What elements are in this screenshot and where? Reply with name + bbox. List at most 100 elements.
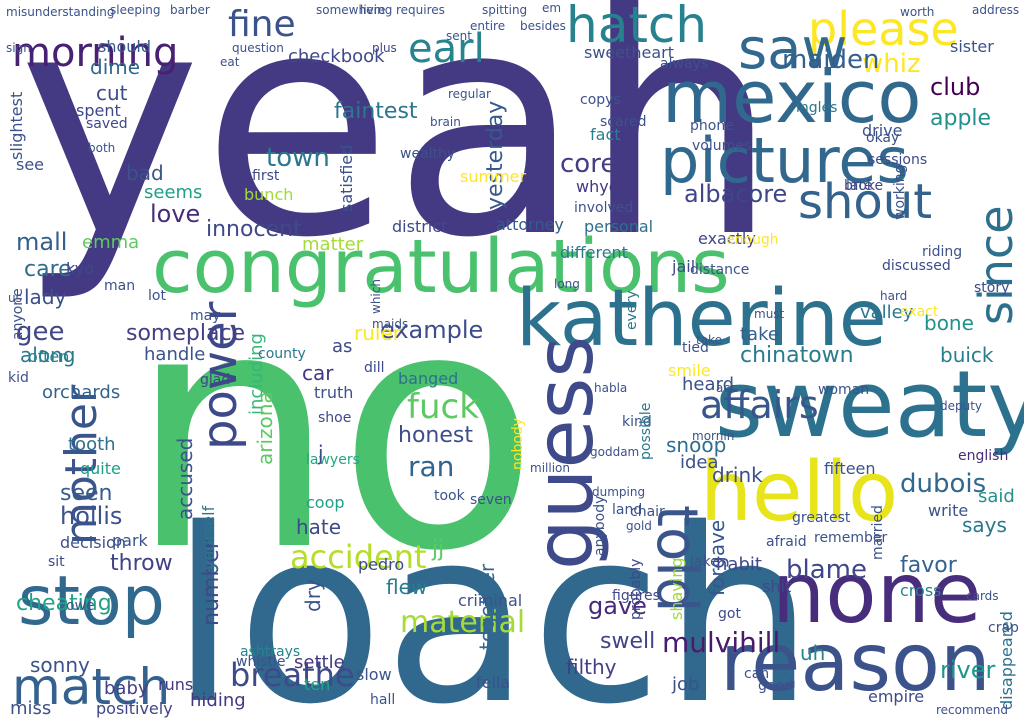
word: kind <box>622 414 652 430</box>
word: which <box>369 279 383 314</box>
word: miss <box>10 698 51 719</box>
word: dumping <box>592 485 645 499</box>
word: sister <box>950 37 994 56</box>
word: exact <box>900 304 939 320</box>
word: deputy <box>940 399 982 413</box>
words-layer: yeah no loach congratulations sweaty kat… <box>6 0 1024 720</box>
word: told <box>644 505 709 612</box>
word: entire <box>470 19 505 33</box>
word: enough <box>726 232 779 248</box>
word: sweaty <box>715 351 1024 458</box>
word: banged <box>398 369 458 388</box>
word: congratulations <box>152 224 730 310</box>
word: ran <box>408 450 454 483</box>
word: slow <box>356 665 392 684</box>
word: forgave <box>705 520 729 596</box>
word: should <box>98 37 151 56</box>
word: good <box>758 678 793 694</box>
word: ingles <box>796 100 837 116</box>
word: ruler <box>354 321 402 345</box>
word: county <box>258 346 306 362</box>
word: worth <box>900 5 934 19</box>
word: seen <box>60 481 112 506</box>
word: write <box>928 501 968 520</box>
word: guess <box>518 336 611 570</box>
word: baby <box>104 678 149 699</box>
word: none <box>772 544 982 642</box>
word: satisfied <box>337 145 356 212</box>
word: ashtrays <box>240 644 300 660</box>
word: bunch <box>244 185 293 204</box>
word: probably <box>628 559 644 620</box>
word: sign <box>6 41 31 55</box>
word: hatch <box>566 0 707 54</box>
word: anyone <box>10 288 26 340</box>
word: distance <box>690 262 749 278</box>
word: sleeping <box>110 3 161 17</box>
word: fuck <box>407 387 479 427</box>
word: summer <box>460 167 526 186</box>
word: favor <box>900 553 958 578</box>
word: man <box>104 278 135 294</box>
word: someplace <box>126 321 245 346</box>
word: pedro <box>358 555 404 574</box>
word: mornin <box>692 429 734 443</box>
word: english <box>958 448 1008 464</box>
word: besides <box>520 19 566 33</box>
word: long <box>554 277 580 291</box>
word: albacore <box>684 180 787 208</box>
word: empire <box>868 687 924 706</box>
word: maids <box>372 317 408 331</box>
word: loach <box>170 477 815 720</box>
word: hall <box>370 692 395 708</box>
word: valley <box>860 302 914 323</box>
word: discussed <box>882 258 951 274</box>
word: misunderstanding <box>6 5 115 19</box>
word: along <box>20 343 75 367</box>
word: decision <box>60 533 126 552</box>
word: fine <box>228 4 296 45</box>
word: whiz <box>862 49 921 79</box>
word: care <box>24 257 72 282</box>
word: hiding <box>190 690 246 711</box>
word: district <box>392 217 447 236</box>
word: katherine <box>516 274 887 364</box>
word: since <box>969 206 1023 326</box>
word: power <box>192 301 248 450</box>
word: attorney <box>496 215 564 234</box>
word: throw <box>110 551 173 576</box>
word: mulvihill <box>662 626 780 659</box>
word: buick <box>940 343 994 367</box>
word: emma <box>82 232 139 253</box>
word: cards <box>966 589 999 603</box>
word: cheating <box>16 591 112 616</box>
word: dry <box>301 579 325 612</box>
word: park <box>112 531 149 550</box>
word: volumes <box>692 138 751 154</box>
word: material <box>400 605 525 640</box>
word: both <box>88 141 115 155</box>
word: saved <box>86 116 128 132</box>
word: anybody <box>592 496 608 556</box>
word: j <box>317 441 324 465</box>
word: mall <box>16 228 67 256</box>
word: matter <box>302 234 364 255</box>
word: kid <box>8 370 29 386</box>
word: copys <box>580 92 621 108</box>
word: em <box>542 1 561 15</box>
word: involved <box>574 200 633 216</box>
word: flew <box>386 575 427 599</box>
word: cross <box>900 581 941 600</box>
word: plus <box>372 41 397 55</box>
word: river <box>940 656 996 684</box>
word: us <box>8 291 22 305</box>
word: runs <box>158 675 193 694</box>
word: fella <box>476 673 510 692</box>
word: recommend <box>936 703 1008 717</box>
word: mother <box>56 384 107 545</box>
word: gave <box>588 592 647 620</box>
word: handle <box>144 344 205 365</box>
word: wealthy <box>400 146 455 162</box>
word: can <box>744 666 769 682</box>
